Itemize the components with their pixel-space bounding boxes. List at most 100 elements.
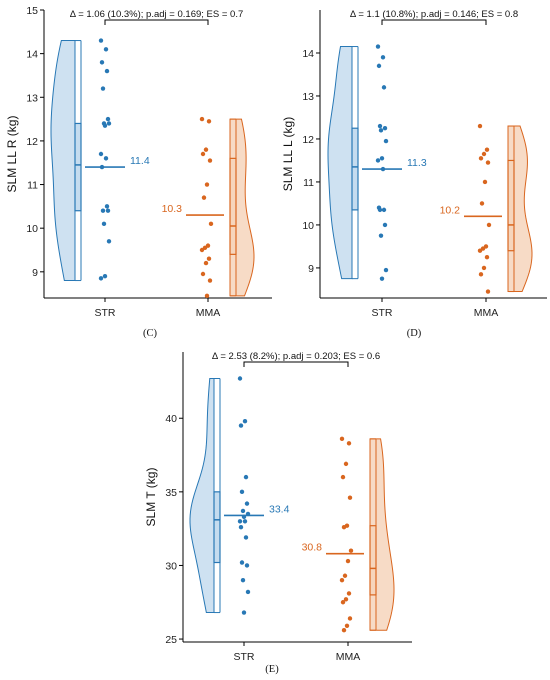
box-mma: [507, 159, 515, 252]
data-point: [100, 208, 106, 213]
y-tick-label: 12: [26, 136, 38, 148]
mean-label: 10.3: [162, 203, 183, 215]
data-point: [206, 256, 212, 261]
x-tick-label: STR: [95, 307, 116, 319]
data-point: [98, 276, 104, 281]
data-point: [340, 474, 346, 480]
panel-label: (D): [407, 328, 422, 339]
data-point: [378, 233, 384, 238]
data-point: [240, 508, 246, 514]
mean-label: 11.3: [407, 157, 427, 169]
data-point: [203, 260, 209, 266]
data-point: [242, 519, 248, 524]
data-point: [102, 273, 108, 279]
stats-annotation: Δ = 1.1 (10.8%); p.adj = 0.146; ES = 0.8: [350, 9, 518, 20]
violin-str: [189, 377, 215, 614]
data-point: [485, 289, 491, 294]
data-point: [244, 563, 250, 568]
y-tick-label: 35: [165, 487, 177, 499]
data-point: [346, 441, 352, 446]
data-point: [378, 128, 384, 133]
data-point: [477, 248, 483, 253]
data-point: [243, 474, 249, 480]
data-point: [346, 591, 352, 596]
box-str: [351, 127, 359, 211]
mean-label: 33.4: [269, 503, 290, 515]
x-tick-label: MMA: [336, 651, 361, 663]
box-str: [74, 122, 82, 212]
violin-str: [327, 46, 353, 280]
significance-bracket: [104, 19, 209, 25]
data-point: [203, 147, 209, 152]
data-point: [238, 423, 244, 428]
data-point: [207, 158, 213, 163]
data-point: [375, 158, 381, 163]
y-tick-label: 9: [308, 263, 314, 275]
box-mma: [369, 525, 377, 596]
significance-bracket: [243, 361, 349, 367]
data-point: [237, 519, 243, 524]
y-tick-label: 40: [165, 413, 177, 425]
data-point: [245, 589, 251, 595]
data-point: [381, 85, 387, 90]
data-point: [100, 86, 106, 91]
data-point: [239, 489, 245, 495]
data-point: [244, 501, 250, 506]
data-point: [204, 182, 210, 187]
data-point: [200, 271, 206, 277]
y-tick-label: 10: [26, 223, 38, 235]
box-str: [213, 491, 221, 564]
data-point: [340, 600, 346, 605]
data-point: [484, 254, 490, 260]
data-point: [200, 151, 206, 157]
y-tick-label: 25: [165, 634, 177, 646]
y-tick-label: 13: [302, 91, 314, 103]
data-point: [478, 156, 484, 161]
y-tick-label: 11: [303, 177, 314, 189]
mean-label: 11.4: [130, 155, 150, 167]
data-point: [199, 116, 205, 122]
data-point: [104, 68, 110, 74]
y-tick-label: 14: [302, 48, 314, 60]
data-point: [479, 201, 485, 206]
data-point: [237, 376, 243, 381]
data-point: [348, 548, 354, 553]
data-point: [238, 524, 244, 530]
data-point: [383, 138, 389, 144]
data-point: [199, 247, 205, 253]
data-point: [243, 535, 249, 540]
y-tick-label: 9: [32, 267, 38, 279]
data-point: [239, 560, 245, 565]
data-point: [99, 60, 105, 65]
data-point: [201, 195, 207, 200]
y-tick-label: 14: [26, 49, 38, 61]
data-point: [382, 126, 388, 131]
data-point: [105, 208, 111, 213]
data-point: [343, 461, 349, 467]
y-tick-label: 12: [302, 134, 314, 146]
data-point: [484, 147, 490, 152]
data-point: [477, 123, 483, 129]
y-tick-label: 10: [302, 220, 314, 232]
data-point: [486, 222, 492, 228]
data-point: [343, 597, 349, 602]
chart-panel-2: 25 30 35 40 SLM T (kg) STR MMA 33.4 30.8 Δ = 2.53…: [144, 351, 412, 675]
chart-panel-0: 9 10 11 12 13 14 15 SLM LL R (kg) STR MMA 11.4 10.3…: [5, 5, 272, 339]
x-tick-label: STR: [234, 651, 255, 663]
y-tick-label: 11: [27, 180, 38, 192]
data-point: [207, 278, 213, 283]
data-point: [105, 116, 111, 122]
panel-label: (C): [143, 328, 158, 339]
data-point: [381, 207, 387, 213]
data-point: [339, 577, 345, 583]
box-mma: [229, 157, 237, 255]
x-tick-label: MMA: [474, 307, 499, 319]
chart-panel-1: 9 10 11 12 13 14 SLM LL L (kg) STR MMA 11.3 10.2 Δ …: [281, 9, 547, 339]
x-tick-label: MMA: [196, 307, 221, 319]
data-point: [478, 272, 484, 277]
data-point: [344, 623, 350, 629]
data-point: [376, 63, 382, 69]
data-point: [103, 156, 109, 161]
y-tick-label: 15: [26, 5, 38, 17]
